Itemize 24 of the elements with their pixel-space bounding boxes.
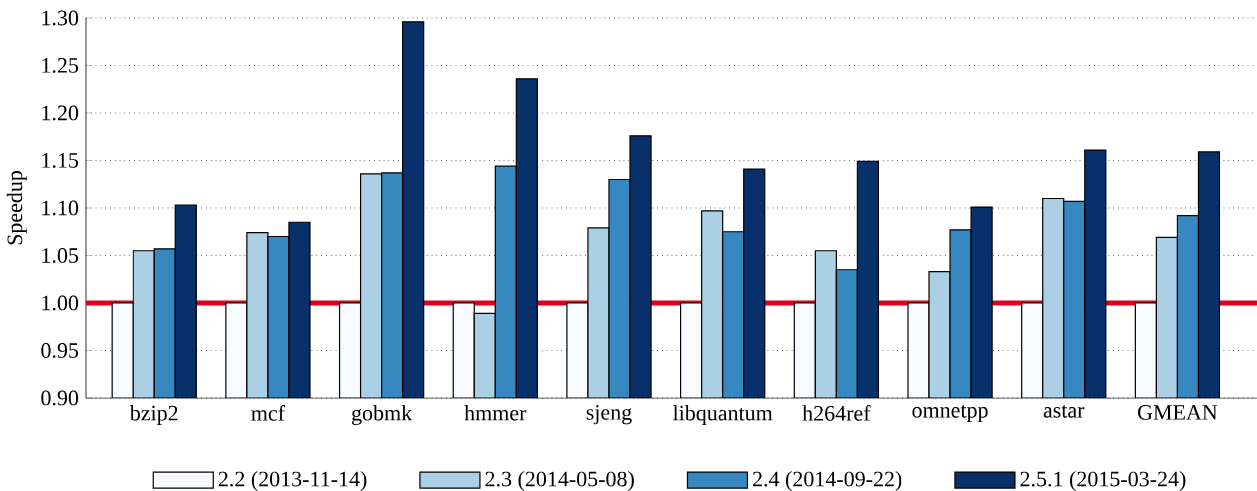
y-tick-label: 0.90 [41,390,79,406]
x-tick-label: sjeng [586,405,632,425]
y-tick-label: 1.25 [42,58,79,73]
x-tick-label: h264ref [802,405,871,421]
y-tick-label: 1.30 [42,10,79,26]
y-tick-label: 1.10 [42,200,79,216]
y-tick-label: 1.05 [42,248,79,263]
y-axis-title: Speedup [6,170,27,245]
x-tick-label: gobmk [351,405,413,426]
x-tick-label: mcf [251,405,286,421]
legend-label: 2.4 (2014-09-22) [753,471,902,491]
y-tick-label: 1.00 [42,295,79,311]
x-tick-label: omnetpp [912,405,988,423]
x-tick-label: hmmer [464,405,527,421]
legend-label: 2.2 (2013-11-14) [218,471,367,491]
x-tick-label: libquantum [673,405,773,425]
y-tick-label: 0.95 [41,343,79,358]
legend-label: 2.5.1 (2015-03-24) [1020,471,1186,491]
y-tick-label: 1.15 [42,153,79,168]
y-tick-label: 1.20 [42,105,79,121]
x-tick-label: GMEAN [1138,405,1218,420]
x-tick-label: bzip2 [129,405,178,425]
legend-label: 2.3 (2014-05-08) [485,471,634,491]
x-tick-label: astar [1043,405,1085,418]
